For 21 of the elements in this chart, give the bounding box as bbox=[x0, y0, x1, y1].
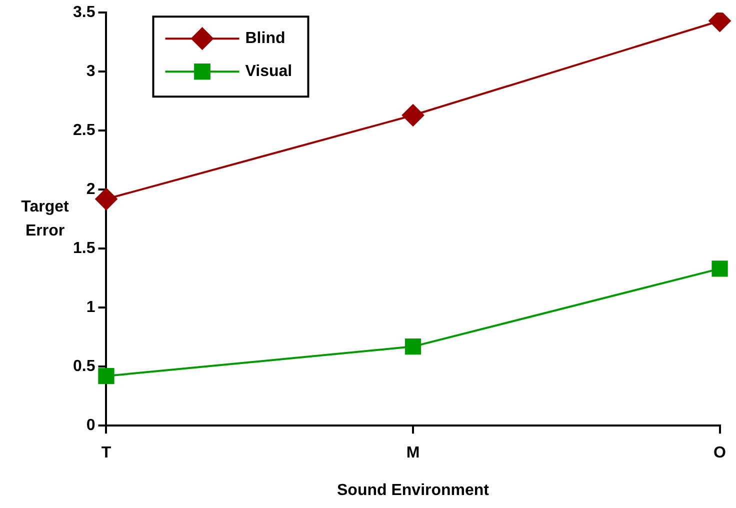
point bbox=[402, 104, 424, 126]
point bbox=[404, 338, 422, 355]
y-tick-label: 2.5 bbox=[72, 122, 96, 140]
x-axis-title: Sound Environment bbox=[337, 482, 490, 499]
legend-label: Blind bbox=[245, 30, 286, 48]
point bbox=[98, 368, 114, 384]
x-tick-label: M bbox=[406, 444, 420, 462]
y-tick-label: 3 bbox=[86, 63, 96, 80]
point bbox=[712, 260, 728, 277]
legend-label: Visual bbox=[245, 63, 292, 80]
y-tick-label: 0.5 bbox=[72, 358, 96, 376]
y-tick-label: 3.5 bbox=[72, 4, 96, 22]
point bbox=[95, 188, 118, 210]
y-tick-label: 2 bbox=[86, 181, 96, 198]
y-tick-label: 1 bbox=[86, 299, 96, 316]
x-tick-label: T bbox=[101, 444, 112, 462]
point bbox=[708, 12, 731, 32]
y-tick-label: 1.5 bbox=[72, 240, 96, 258]
x-tick-label: O bbox=[714, 444, 726, 462]
y-tick-label: 0 bbox=[86, 417, 96, 434]
y-axis-title: Target Error bbox=[21, 198, 70, 240]
